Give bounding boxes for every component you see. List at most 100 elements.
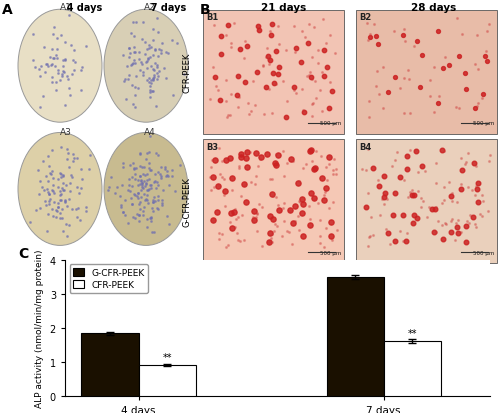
Point xyxy=(376,91,384,98)
Point xyxy=(304,40,312,47)
Point xyxy=(60,69,68,76)
Point xyxy=(56,171,64,177)
Point xyxy=(454,230,462,237)
Point xyxy=(161,165,169,171)
Point xyxy=(226,112,234,119)
Point xyxy=(105,185,113,191)
Point xyxy=(158,197,166,203)
Point xyxy=(146,167,154,173)
Point xyxy=(445,62,453,69)
Point xyxy=(302,161,310,168)
Point xyxy=(157,48,165,55)
Point xyxy=(292,218,300,224)
Point xyxy=(324,205,332,211)
Point xyxy=(139,185,147,192)
Point xyxy=(464,150,471,157)
Point xyxy=(254,164,262,170)
Point xyxy=(68,71,76,78)
Point xyxy=(322,185,330,192)
Point xyxy=(48,206,56,212)
Point xyxy=(58,185,66,192)
Point xyxy=(152,205,160,212)
Point xyxy=(384,196,392,202)
Point xyxy=(137,188,145,194)
Point xyxy=(164,173,172,180)
Point xyxy=(139,171,147,178)
Point xyxy=(158,164,166,171)
Point xyxy=(68,174,76,181)
Point xyxy=(209,175,217,181)
Point xyxy=(252,228,260,235)
Point xyxy=(414,170,422,176)
Point xyxy=(142,150,150,157)
Point xyxy=(168,173,176,180)
Bar xyxy=(384,341,441,396)
Point xyxy=(26,219,34,225)
Point xyxy=(148,89,156,95)
Point xyxy=(328,237,336,243)
Point xyxy=(215,182,223,189)
Point xyxy=(227,210,235,216)
Point xyxy=(264,151,272,158)
Point xyxy=(53,208,61,214)
Point xyxy=(130,102,138,108)
Point xyxy=(140,178,148,185)
Point xyxy=(154,197,162,204)
Point xyxy=(168,93,176,99)
Point xyxy=(398,213,406,219)
Point xyxy=(142,182,150,188)
Point xyxy=(52,53,60,59)
Point xyxy=(462,239,470,246)
Point xyxy=(456,229,464,236)
Point xyxy=(36,205,44,212)
Point xyxy=(65,86,73,93)
Point xyxy=(310,24,318,31)
Text: 7 days: 7 days xyxy=(144,2,186,12)
Point xyxy=(312,149,320,155)
Point xyxy=(424,214,432,221)
Point xyxy=(224,242,232,249)
Point xyxy=(296,199,304,206)
Point xyxy=(316,240,324,247)
Point xyxy=(139,212,147,218)
Point xyxy=(430,64,438,71)
Point xyxy=(44,186,52,193)
Point xyxy=(268,240,276,246)
Point xyxy=(136,212,143,219)
Point xyxy=(470,160,478,166)
Point xyxy=(154,183,162,189)
Point xyxy=(218,34,226,40)
Point xyxy=(474,103,482,109)
Point xyxy=(326,80,334,86)
Ellipse shape xyxy=(18,10,102,123)
Point xyxy=(447,218,455,225)
Point xyxy=(227,40,235,47)
Point xyxy=(364,190,372,197)
Point xyxy=(438,200,446,207)
Point xyxy=(44,64,52,71)
Point xyxy=(161,166,169,173)
Point xyxy=(448,216,456,223)
Point xyxy=(58,215,66,222)
Point xyxy=(362,21,370,27)
Bar xyxy=(203,11,344,134)
Point xyxy=(172,41,180,47)
Point xyxy=(44,163,52,170)
Point xyxy=(158,173,166,180)
Point xyxy=(75,190,83,197)
Point xyxy=(60,64,68,71)
Point xyxy=(256,156,264,163)
Point xyxy=(144,56,152,62)
Point xyxy=(458,32,466,39)
Point xyxy=(216,97,224,104)
Point xyxy=(49,188,57,195)
Point xyxy=(326,153,334,160)
Point xyxy=(430,109,438,116)
Point xyxy=(305,203,313,209)
Point xyxy=(136,68,143,74)
Point xyxy=(322,225,330,232)
Point xyxy=(127,62,135,69)
Point xyxy=(403,153,411,160)
Point xyxy=(132,20,140,26)
Point xyxy=(314,60,322,67)
